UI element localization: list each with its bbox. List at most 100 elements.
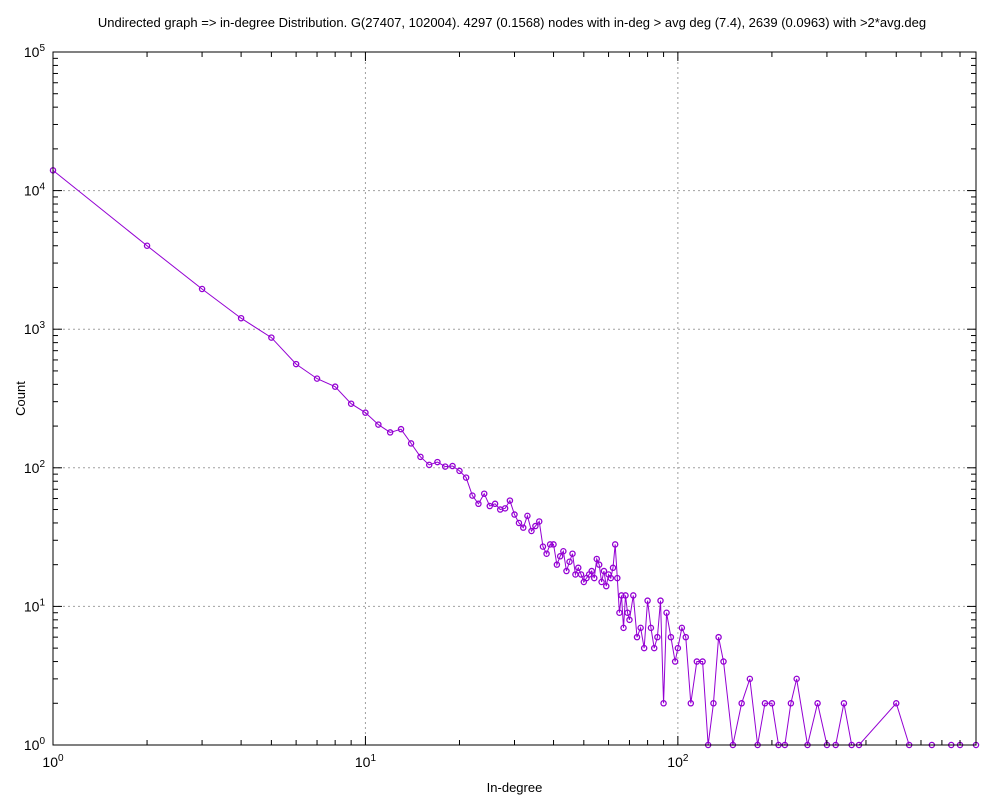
data-point [687,700,695,707]
data-point [588,567,595,575]
data-point [710,700,717,707]
data-point [532,522,539,530]
data-point [609,564,617,572]
x-tick-label: 100 [42,753,64,770]
y-tick-label: 104 [24,182,46,199]
data-point [456,467,463,475]
tick-labels: 100 101 102 100 101 102 103 104 105 [24,43,689,770]
data-point [603,582,610,590]
data-point [840,700,848,707]
data-point [331,383,339,390]
data-point [644,597,651,604]
data-point [501,505,509,512]
data-point [622,592,629,599]
data-point [640,644,648,652]
data-point [546,541,554,548]
data-point [556,553,564,560]
grid-lines [53,52,976,745]
data-point [787,700,795,707]
data-point [678,624,686,632]
data-point [663,609,670,616]
data-point [624,609,631,616]
y-tick-label: 105 [24,43,46,60]
data-point [667,633,675,641]
data-point [553,561,561,568]
axis-ticks [52,51,977,746]
data-point [425,461,433,469]
data-point [486,502,494,510]
data-point [362,409,369,416]
data-point [598,578,605,586]
data-point [543,550,550,557]
data-point [637,624,644,632]
data-point [650,644,658,652]
data-point [375,421,382,428]
data-point [539,543,547,550]
data-point [674,644,682,652]
data-point [441,463,449,470]
data-point [593,555,600,563]
data-point [347,400,355,407]
data-point [515,519,523,527]
data-point [462,474,470,481]
data-point [738,700,745,707]
data-point [620,624,627,632]
data-point [563,567,570,575]
data-point [511,511,518,518]
series-layer [49,167,980,749]
data-point [660,700,667,707]
data-point [657,597,664,604]
data-point [814,700,821,707]
y-tick-label: 102 [24,459,46,476]
data-point [434,458,441,466]
data-point [595,561,603,568]
data-point [480,490,488,497]
data-point [237,314,245,322]
data-point [407,440,415,447]
data-point [313,375,321,382]
data-point [746,675,754,683]
data-point [506,497,514,504]
y-tick-label: 103 [24,320,46,337]
y-axis-label: Count [13,381,28,416]
x-tick-label: 101 [355,753,377,770]
data-point [520,524,527,531]
data-point [633,633,641,641]
data-point [550,541,557,548]
plot-frame [52,51,977,746]
data-point [607,574,615,582]
data-point [469,492,476,499]
data-point [560,547,567,555]
data-point [591,574,598,582]
data-point [614,574,621,582]
data-point [626,616,633,624]
data-point [654,633,661,641]
series-line [52,169,976,746]
data-point [292,360,300,368]
data-point [793,675,800,683]
data-point [616,609,623,616]
data-point [491,500,499,508]
data-point [575,564,582,572]
data-point [268,334,275,341]
data-point [143,242,151,250]
data-point [386,429,394,436]
data-point [671,658,679,665]
data-point [566,558,573,565]
data-point [630,592,637,599]
y-tick-label: 101 [24,597,46,614]
data-point [618,592,625,599]
data-point [892,700,900,707]
data-point [647,624,655,632]
data-point [417,453,424,461]
data-point [611,541,619,548]
data-point [569,550,576,557]
data-point [682,633,690,641]
data-point [600,567,608,575]
data-point [768,700,776,707]
chart-title: Undirected graph => in-degree Distributi… [98,15,926,30]
data-point [535,518,543,525]
data-point [720,658,727,665]
x-axis-label: In-degree [487,780,543,795]
